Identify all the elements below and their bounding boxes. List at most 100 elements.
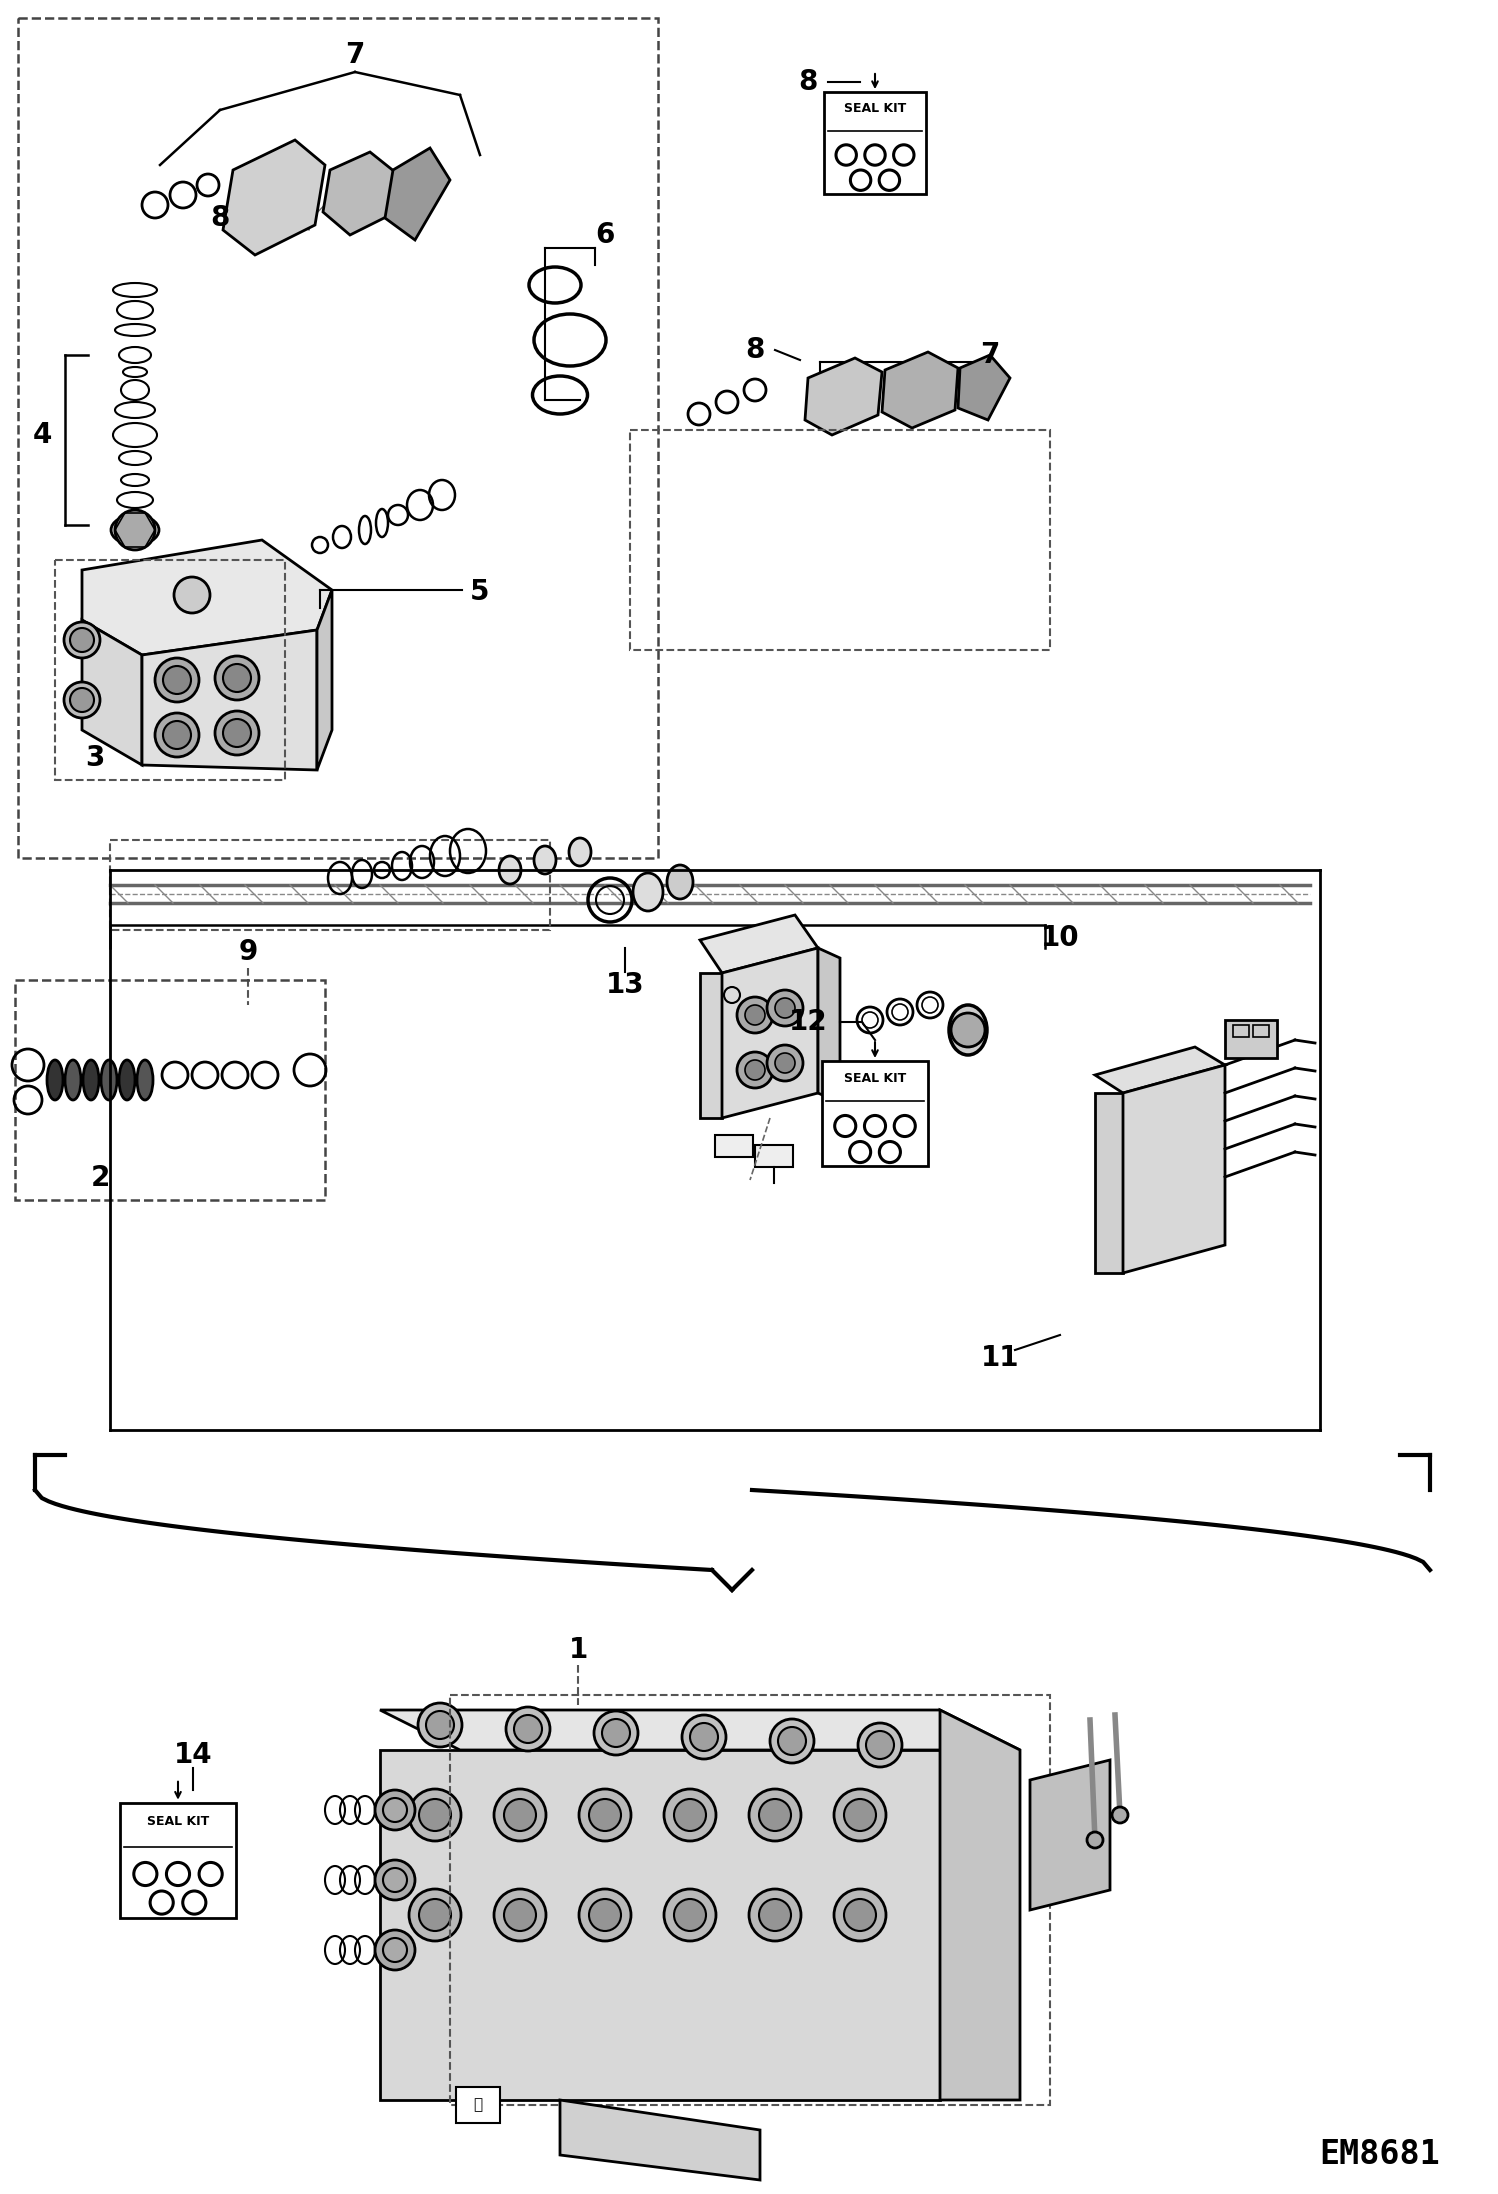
Text: 2: 2 [90, 1165, 109, 1191]
Polygon shape [959, 355, 1010, 419]
Ellipse shape [569, 838, 592, 867]
Circle shape [503, 1799, 536, 1832]
Ellipse shape [667, 864, 694, 900]
Text: 9: 9 [238, 939, 258, 965]
Bar [1233, 1025, 1249, 1038]
Text: 5: 5 [470, 577, 490, 606]
Circle shape [216, 711, 259, 755]
Bar [455, 2086, 500, 2124]
Text: 8: 8 [210, 204, 229, 233]
Text: 1: 1 [568, 1637, 587, 1663]
Circle shape [691, 1722, 718, 1751]
Circle shape [951, 1014, 986, 1047]
Circle shape [1088, 1832, 1103, 1847]
Bar [15, 981, 325, 1200]
Circle shape [419, 1900, 451, 1931]
Circle shape [64, 623, 100, 658]
Text: 6: 6 [595, 222, 614, 248]
Circle shape [602, 1720, 631, 1746]
Circle shape [858, 1722, 902, 1766]
Ellipse shape [111, 516, 159, 544]
Circle shape [777, 1727, 806, 1755]
Text: 7: 7 [346, 42, 364, 68]
Ellipse shape [46, 1060, 63, 1099]
Circle shape [749, 1889, 801, 1942]
Circle shape [745, 1060, 765, 1079]
Ellipse shape [950, 1005, 987, 1055]
Circle shape [374, 1861, 415, 1900]
Circle shape [115, 509, 154, 551]
Circle shape [425, 1711, 454, 1740]
Text: SEAL KIT: SEAL KIT [843, 103, 906, 116]
Bar [120, 1803, 235, 1918]
Circle shape [589, 1900, 622, 1931]
Bar [822, 1062, 927, 1167]
Circle shape [674, 1799, 706, 1832]
Circle shape [759, 1799, 791, 1832]
Circle shape [749, 1788, 801, 1841]
Text: 14: 14 [174, 1742, 213, 1768]
Circle shape [737, 996, 773, 1033]
Circle shape [216, 656, 259, 700]
Ellipse shape [136, 1060, 153, 1099]
Circle shape [580, 1889, 631, 1942]
Circle shape [70, 689, 94, 713]
Text: 12: 12 [788, 1007, 827, 1036]
Polygon shape [380, 1709, 1020, 1751]
Text: 8: 8 [798, 68, 818, 97]
Polygon shape [700, 972, 722, 1119]
Circle shape [70, 627, 94, 652]
Circle shape [494, 1788, 545, 1841]
Circle shape [514, 1716, 542, 1742]
Polygon shape [804, 358, 882, 434]
Polygon shape [1095, 1047, 1225, 1093]
Circle shape [163, 667, 192, 693]
Circle shape [374, 1931, 415, 1970]
Bar [755, 1145, 792, 1167]
Circle shape [154, 713, 199, 757]
Polygon shape [560, 2100, 759, 2181]
Circle shape [682, 1716, 727, 1760]
Circle shape [843, 1900, 876, 1931]
Circle shape [409, 1788, 461, 1841]
Ellipse shape [118, 1060, 135, 1099]
Ellipse shape [634, 873, 664, 911]
Polygon shape [700, 915, 818, 972]
Ellipse shape [499, 856, 521, 884]
Circle shape [223, 665, 252, 691]
Circle shape [770, 1720, 813, 1764]
Circle shape [580, 1788, 631, 1841]
Ellipse shape [64, 1060, 81, 1099]
Polygon shape [142, 630, 318, 770]
Circle shape [834, 1788, 885, 1841]
Bar [631, 430, 1050, 649]
Circle shape [503, 1900, 536, 1931]
Text: SEAL KIT: SEAL KIT [843, 1071, 906, 1084]
Bar [824, 92, 926, 193]
Circle shape [745, 1005, 765, 1025]
Circle shape [774, 1053, 795, 1073]
Ellipse shape [533, 847, 556, 873]
Polygon shape [1124, 1064, 1225, 1273]
Bar [715, 1134, 753, 1156]
Text: Ａ: Ａ [473, 2097, 482, 2113]
Circle shape [843, 1799, 876, 1832]
Bar [449, 1696, 1050, 2104]
Text: 4: 4 [33, 421, 52, 450]
Circle shape [589, 1799, 622, 1832]
Circle shape [595, 1711, 638, 1755]
Bar [55, 559, 285, 781]
Text: 11: 11 [981, 1345, 1019, 1371]
Ellipse shape [82, 1060, 99, 1099]
Circle shape [418, 1703, 461, 1746]
Polygon shape [941, 1709, 1020, 2100]
Polygon shape [882, 351, 959, 428]
Bar [18, 18, 658, 858]
Circle shape [774, 998, 795, 1018]
Polygon shape [1031, 1760, 1110, 1911]
Circle shape [174, 577, 210, 612]
Circle shape [664, 1788, 716, 1841]
Circle shape [223, 720, 252, 746]
Polygon shape [722, 948, 818, 1119]
Circle shape [674, 1900, 706, 1931]
